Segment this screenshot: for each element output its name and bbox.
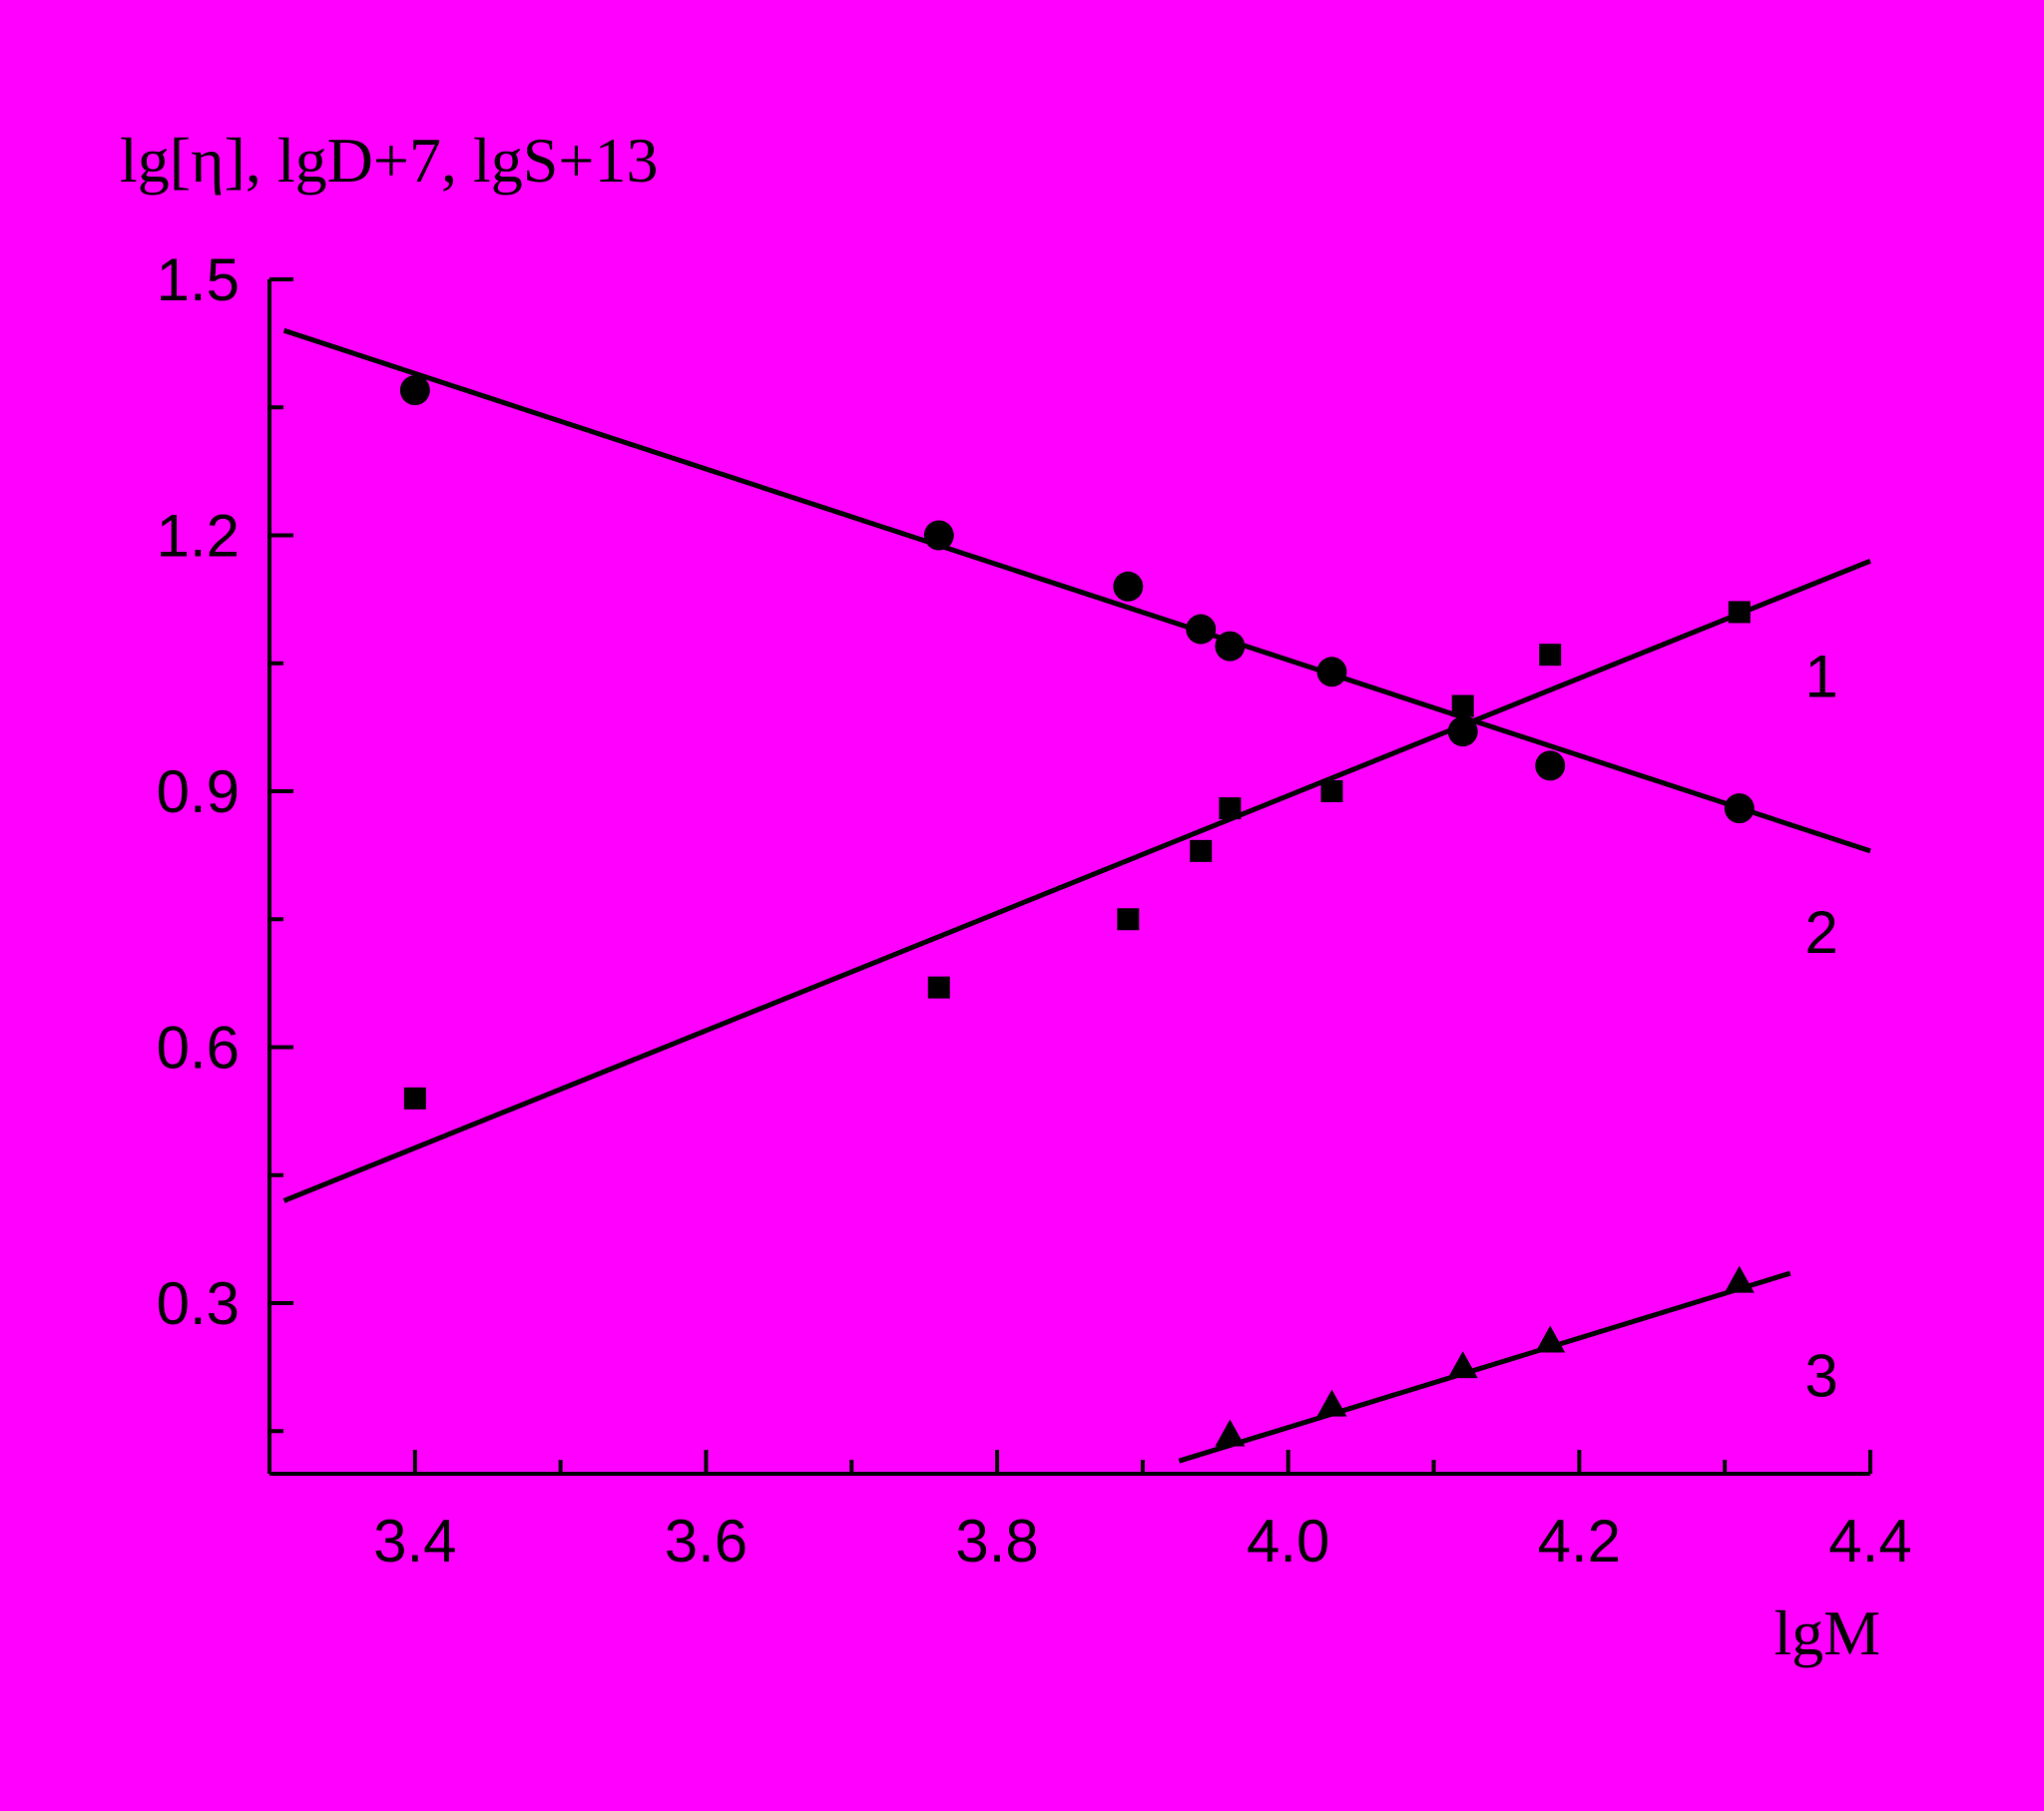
circle-marker xyxy=(1724,793,1755,824)
triangle-marker xyxy=(1535,1325,1566,1353)
x-tick-label: 4.0 xyxy=(1247,1508,1329,1575)
circle-marker xyxy=(399,375,430,406)
series-label-2: 2 xyxy=(1804,899,1837,966)
labels: 1 2 3 xyxy=(1804,644,1837,1410)
x-tick-label: 3.8 xyxy=(955,1508,1038,1575)
y-tick-label: 1.5 xyxy=(157,246,240,313)
x-tick-label: 3.4 xyxy=(373,1508,456,1575)
fit-line-series-2 xyxy=(282,558,1871,1203)
triangle-marker xyxy=(1724,1265,1755,1293)
circle-marker xyxy=(1215,631,1246,662)
triangle-marker xyxy=(1215,1419,1246,1447)
y-tick-label: 0.6 xyxy=(157,1015,240,1082)
markers xyxy=(399,375,1755,1447)
fit-line-series-3 xyxy=(1178,1270,1791,1464)
circle-marker xyxy=(1186,614,1217,645)
circle-marker xyxy=(1316,657,1347,687)
square-marker xyxy=(1539,644,1562,667)
square-marker xyxy=(1728,601,1751,624)
circle-marker xyxy=(1113,571,1144,602)
square-marker xyxy=(403,1087,426,1110)
triangle-marker xyxy=(1447,1351,1478,1379)
triangle-marker xyxy=(1316,1389,1347,1417)
series-label-3: 3 xyxy=(1804,1343,1837,1410)
y-tick-label: 0.3 xyxy=(157,1270,240,1337)
series-label-1: 1 xyxy=(1804,644,1837,710)
square-marker xyxy=(1190,839,1213,862)
x-tick-label: 4.4 xyxy=(1828,1508,1911,1575)
fit-line-series-1 xyxy=(282,327,1871,854)
circle-marker xyxy=(1447,716,1478,747)
x-tick-label: 4.2 xyxy=(1538,1508,1621,1575)
x-tick-label: 3.6 xyxy=(665,1508,748,1575)
fit-lines xyxy=(282,327,1871,1464)
square-marker xyxy=(1320,780,1343,802)
square-marker xyxy=(927,976,950,999)
x-axis-title: lgM xyxy=(1774,1597,1880,1668)
square-marker xyxy=(1219,797,1242,820)
y-axis-title: lg[η], lgD+7, lgS+13 xyxy=(120,125,658,196)
y-tick-label: 1.2 xyxy=(157,503,240,570)
y-tick-label: 0.9 xyxy=(157,758,240,825)
circle-marker xyxy=(1535,750,1566,781)
square-marker xyxy=(1451,694,1474,717)
square-marker xyxy=(1117,908,1140,931)
circle-marker xyxy=(923,520,954,551)
axes: 3.4 3.6 3.8 4.0 4.2 4.4 0.3 0.6 0.9 1.2 1.5 xyxy=(157,246,1912,1575)
